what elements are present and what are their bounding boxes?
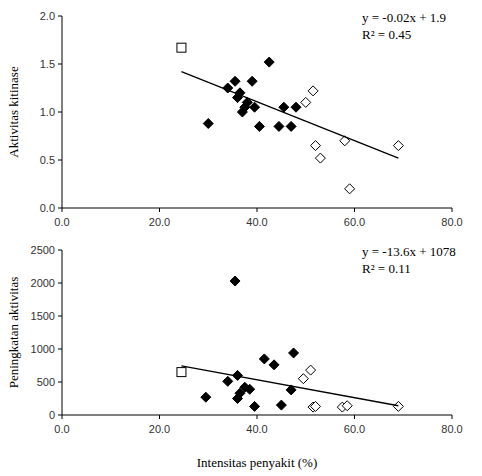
- y-tick: [58, 112, 62, 113]
- y-tick: [58, 250, 62, 251]
- point: [393, 401, 403, 411]
- x-tick-label: 60.0: [344, 423, 365, 435]
- y-tick: [58, 382, 62, 383]
- point: [311, 401, 321, 411]
- x-tick: [159, 208, 160, 212]
- y-tick: [58, 283, 62, 284]
- point: [177, 368, 186, 377]
- trend-line: [181, 72, 398, 158]
- point: [247, 76, 257, 86]
- point: [250, 401, 260, 411]
- x-axis-label: Intensitas penyakit (%): [197, 455, 318, 470]
- point: [393, 141, 403, 151]
- point: [264, 57, 274, 67]
- y-tick-label: 0.5: [40, 154, 55, 166]
- point: [250, 102, 260, 112]
- y-tick-label: 500: [37, 376, 55, 388]
- y-tick-label: 2.0: [40, 10, 55, 22]
- y-tick-label: 2000: [31, 277, 55, 289]
- point: [201, 392, 211, 402]
- point: [177, 43, 186, 52]
- figure: 0.0 0.5 1.0 1.5 2.0 0.0 20.0 40.0 60.0 80.0 Aktivi…: [0, 0, 482, 476]
- annotation: R² = 0.11: [362, 261, 411, 276]
- point: [254, 121, 264, 131]
- x-tick-label: 80.0: [441, 216, 462, 228]
- point: [259, 354, 269, 364]
- y-tick: [58, 16, 62, 17]
- x-tick: [354, 415, 355, 419]
- point: [298, 374, 308, 384]
- x-tick: [62, 415, 63, 419]
- y-tick: [58, 160, 62, 161]
- x-tick-label: 0.0: [54, 423, 69, 435]
- point: [291, 102, 301, 112]
- y-tick: [58, 415, 62, 416]
- y-tick-label: 1.0: [40, 106, 55, 118]
- x-tick-label: 20.0: [149, 423, 170, 435]
- annotation: y = -13.6x + 1078: [362, 244, 456, 259]
- x-tick: [452, 208, 453, 212]
- chart: 0 500 1000 1500 2000 2500 0.0 20.0 40.0 60.0 80.0 P…: [6, 244, 463, 470]
- y-tick-label: 2500: [31, 244, 55, 256]
- point: [286, 121, 296, 131]
- point: [311, 141, 321, 151]
- plot-area: [177, 43, 403, 194]
- trend-line: [181, 366, 398, 406]
- y-tick: [58, 349, 62, 350]
- y-tick-label: 1.5: [40, 58, 55, 70]
- y-axis-label: Peningkatan aktivitas: [6, 277, 21, 389]
- x-tick: [62, 208, 63, 212]
- x-tick-label: 40.0: [246, 423, 267, 435]
- x-tick-label: 60.0: [344, 216, 365, 228]
- x-tick-label: 0.0: [54, 216, 69, 228]
- y-tick: [58, 64, 62, 65]
- plot-area: [177, 276, 403, 412]
- y-tick-label: 1500: [31, 310, 55, 322]
- x-tick-label: 20.0: [149, 216, 170, 228]
- point: [245, 384, 255, 394]
- point: [274, 121, 284, 131]
- x-tick-label: 80.0: [441, 423, 462, 435]
- y-tick-label: 1000: [31, 343, 55, 355]
- point: [315, 153, 325, 163]
- point: [289, 348, 299, 358]
- y-tick-label: 0.0: [40, 202, 55, 214]
- point: [345, 184, 355, 194]
- point: [308, 86, 318, 96]
- point: [203, 119, 213, 129]
- point: [223, 376, 233, 386]
- x-tick: [257, 208, 258, 212]
- point: [301, 97, 311, 107]
- point: [306, 365, 316, 375]
- y-axis: [62, 250, 63, 415]
- x-tick: [159, 415, 160, 419]
- x-tick-label: 40.0: [246, 216, 267, 228]
- point: [230, 76, 240, 86]
- point: [276, 400, 286, 410]
- annotation: y = -0.02x + 1.9: [362, 10, 446, 25]
- y-tick: [58, 316, 62, 317]
- point: [230, 276, 240, 286]
- annotation: R² = 0.45: [362, 27, 411, 42]
- x-tick: [257, 415, 258, 419]
- x-tick: [354, 208, 355, 212]
- x-tick: [452, 415, 453, 419]
- y-tick: [58, 208, 62, 209]
- chart: 0.0 0.5 1.0 1.5 2.0 0.0 20.0 40.0 60.0 80.0 Aktivi…: [6, 10, 463, 228]
- point: [269, 360, 279, 370]
- y-axis-label: Aktivitas kitinase: [6, 66, 21, 158]
- y-tick-label: 0: [49, 409, 55, 421]
- point: [342, 401, 352, 411]
